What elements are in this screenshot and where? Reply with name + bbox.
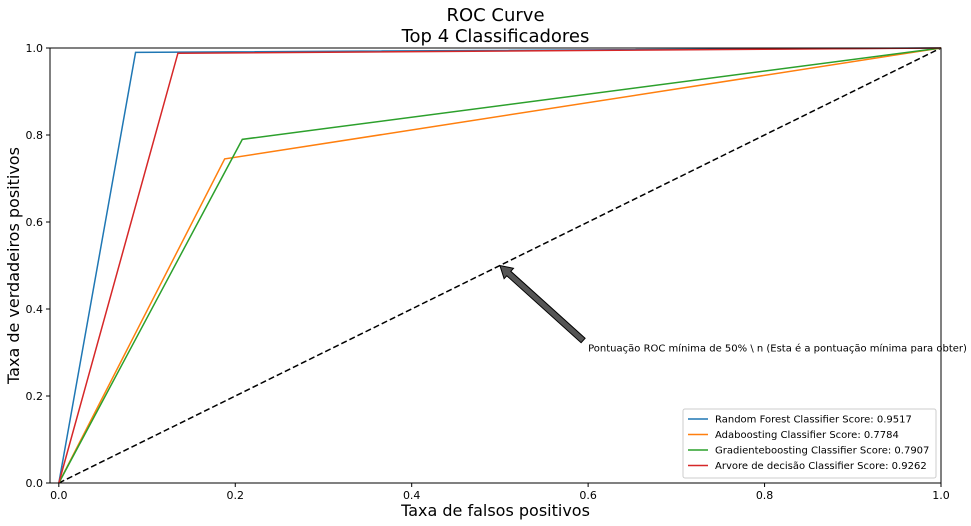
x-tick-label: 0.8	[756, 489, 774, 502]
x-tick-label: 0.4	[403, 489, 421, 502]
annotation: Pontuação ROC mínima de 50% \ n (Esta é …	[499, 264, 967, 355]
x-tick-label: 0.0	[50, 489, 68, 502]
series-line-3	[58, 47, 942, 484]
axes-frame	[49, 47, 942, 484]
y-tick-label: 1.0	[26, 42, 44, 55]
y-tick-label: 0.6	[26, 216, 44, 229]
chart-subtitle: Top 4 Classificadores	[401, 26, 590, 47]
legend-label-4: Arvore de decisão Classifier Score: 0.92…	[715, 461, 927, 472]
legend: Random Forest Classifier Score: 0.9517 Ad…	[682, 408, 937, 479]
legend-box	[682, 408, 937, 479]
series-line-2	[58, 47, 942, 484]
x-tick-label: 0.6	[579, 489, 597, 502]
legend-label-3: Gradienteboosting Classifier Score: 0.79…	[715, 446, 929, 457]
annotation-text: Pontuação ROC mínima de 50% \ n (Esta é …	[588, 343, 967, 355]
chart-title: ROC Curve	[446, 5, 544, 26]
legend-label-1: Random Forest Classifier Score: 0.9517	[715, 415, 912, 426]
y-tick-label: 0.4	[26, 303, 44, 316]
plot-area	[58, 47, 942, 484]
axes: 0.0 0.2 0.4 0.6 0.8 1.0 0.0 0.2 0.4 0.6 0.8 1.0	[26, 42, 950, 502]
y-tick-label: 0.0	[26, 477, 44, 490]
x-axis-label: Taxa de falsos positivos	[400, 501, 590, 520]
x-tick-label: 1.0	[932, 489, 950, 502]
y-axis-label: Taxa de verdadeiros positivos	[4, 147, 23, 385]
series-line-4	[58, 47, 942, 484]
legend-label-2: Adaboosting Classifier Score: 0.7784	[715, 430, 899, 441]
y-tick-label: 0.2	[26, 390, 44, 403]
x-tick-label: 0.2	[227, 489, 245, 502]
y-tick-label: 0.8	[26, 129, 44, 142]
annotation-arrow	[499, 264, 586, 344]
